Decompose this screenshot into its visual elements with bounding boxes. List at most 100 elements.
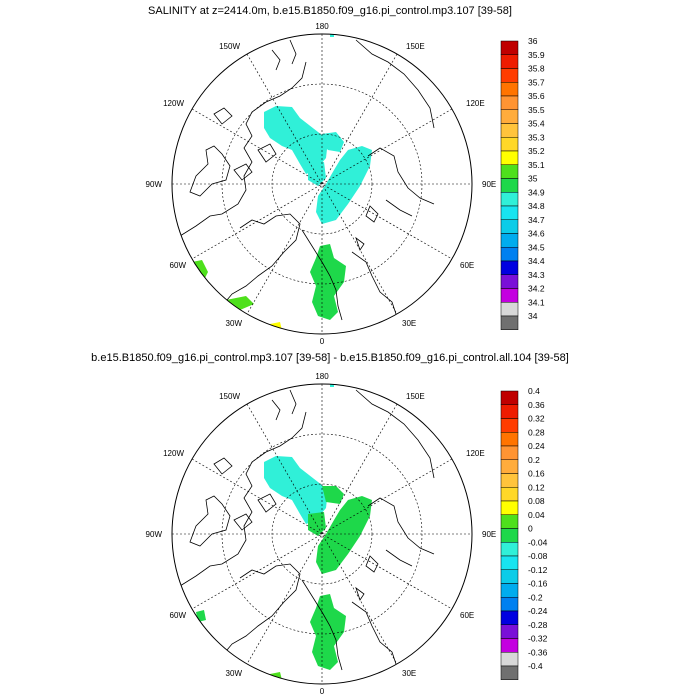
colorbar-label: 0.04 <box>528 510 545 520</box>
colorbar-swatch <box>500 302 519 317</box>
longitude-label: 150E <box>406 42 425 51</box>
coastlines <box>179 39 435 327</box>
longitude-label: 60E <box>460 611 474 620</box>
colorbar-swatch <box>500 192 519 207</box>
colorbar-label: -0.08 <box>528 551 548 561</box>
colorbar-swatch <box>500 487 519 502</box>
longitude-label: 120E <box>466 449 485 458</box>
difference-patches <box>196 384 372 682</box>
colorbar-label: -0.04 <box>528 537 548 547</box>
longitude-label: 90E <box>482 180 496 189</box>
salinity-patches <box>192 34 372 332</box>
longitude-label: 150W <box>219 42 240 51</box>
panel-2-title: b.e15.B1850.f09_g16.pi_control.mp3.107 [… <box>91 352 569 364</box>
colorbar-label: -0.36 <box>528 647 548 657</box>
colorbar-label: 0.16 <box>528 469 545 479</box>
colorbar-swatch <box>500 82 519 97</box>
longitude-label: 30W <box>226 319 243 328</box>
longitude-label: 60W <box>170 611 187 620</box>
graticule <box>172 34 472 334</box>
colorbar-label: 35.8 <box>528 64 545 74</box>
colorbar-swatch <box>500 390 519 405</box>
polar-map-2: 180 150E 120E 90E 60E 30E 0 30W 60W 90W 120W 150W <box>146 372 497 696</box>
map-boundary <box>171 383 473 685</box>
colorbar-label: 34 <box>528 311 538 321</box>
colorbar-label: 0.24 <box>528 441 545 451</box>
colorbar-swatch <box>500 260 519 275</box>
colorbar-label: -0.28 <box>528 620 548 630</box>
colorbar-label: 0.2 <box>528 455 540 465</box>
colorbar-swatch <box>500 137 519 152</box>
map-boundary <box>171 33 473 335</box>
longitude-label: 60W <box>170 261 187 270</box>
colorbar-label: 35.9 <box>528 50 545 60</box>
coastlines <box>179 389 435 677</box>
colorbar-label: 36 <box>528 36 538 46</box>
colorbar-swatch <box>500 569 519 584</box>
colorbar-swatch <box>500 164 519 179</box>
colorbar-label: 0.36 <box>528 400 545 410</box>
longitude-label: 150W <box>219 392 240 401</box>
colorbar-label: 34.9 <box>528 187 545 197</box>
colorbar-label: 0.4 <box>528 386 540 396</box>
colorbar-label: 35.5 <box>528 105 545 115</box>
colorbar-label: -0.12 <box>528 565 548 575</box>
colorbar-swatch <box>500 178 519 193</box>
colorbar-swatch <box>500 445 519 460</box>
colorbar-swatch <box>500 597 519 612</box>
colorbar-swatch <box>500 247 519 262</box>
colorbar-swatch <box>500 555 519 570</box>
longitude-labels-2: 180 150E 120E 90E 60E 30E 0 30W 60W 90W 120W 150W <box>146 372 497 696</box>
colorbar-label: 34.6 <box>528 229 545 239</box>
longitude-label: 90W <box>146 180 163 189</box>
colorbar-label: 0 <box>528 524 533 534</box>
longitude-label: 180 <box>315 22 329 31</box>
longitude-labels-1: 180 150E 120E 90E 60E 30E 0 30W 60W 90W 120W 150W <box>146 22 497 346</box>
colorbar-swatch <box>500 68 519 83</box>
colorbar-label: -0.24 <box>528 606 548 616</box>
colorbar-1: 36 35.9 35.8 35.7 35.6 35.5 35.4 35.3 35.2 35.1 35… <box>500 36 545 330</box>
longitude-label: 0 <box>320 337 325 346</box>
colorbar-swatch <box>500 288 519 303</box>
longitude-label: 30E <box>402 669 416 678</box>
polar-map-1: 180 150E 120E 90E 60E 30E 0 30W 60W 90W 120W 150W <box>146 22 497 346</box>
colorbar-swatch <box>500 473 519 488</box>
colorbar-swatch <box>500 638 519 653</box>
colorbar-label: 35.7 <box>528 77 545 87</box>
colorbar-label: 34.7 <box>528 215 545 225</box>
longitude-label: 120W <box>163 449 184 458</box>
colorbar-swatch <box>500 95 519 110</box>
colorbar-label: -0.2 <box>528 592 543 602</box>
longitude-label: 120E <box>466 99 485 108</box>
colorbar-swatch <box>500 404 519 419</box>
colorbar-label: 35.4 <box>528 119 545 129</box>
colorbar-swatch <box>500 123 519 138</box>
colorbar-swatch <box>500 315 519 330</box>
longitude-label: 90E <box>482 530 496 539</box>
colorbar-swatch <box>500 205 519 220</box>
colorbar-swatch <box>500 528 519 543</box>
colorbar-label: -0.4 <box>528 661 543 671</box>
colorbar-label: 35.3 <box>528 132 545 142</box>
colorbar-label: 35 <box>528 174 538 184</box>
colorbar-swatch <box>500 624 519 639</box>
colorbar-label: 35.1 <box>528 160 545 170</box>
colorbar-swatch <box>500 514 519 529</box>
colorbar-swatch <box>500 233 519 248</box>
colorbar-label: 0.28 <box>528 427 545 437</box>
colorbar-swatch <box>500 418 519 433</box>
colorbar-label: 34.1 <box>528 297 545 307</box>
colorbar-label: 34.4 <box>528 256 545 266</box>
colorbar-swatch <box>500 665 519 680</box>
colorbar-swatch <box>500 219 519 234</box>
longitude-label: 90W <box>146 530 163 539</box>
longitude-label: 0 <box>320 687 325 696</box>
colorbar-label: -0.32 <box>528 634 548 644</box>
colorbar-label: 35.2 <box>528 146 545 156</box>
colorbar-label: -0.16 <box>528 579 548 589</box>
colorbar-label: 34.5 <box>528 242 545 252</box>
colorbar-label: 0.08 <box>528 496 545 506</box>
longitude-label: 30E <box>402 319 416 328</box>
longitude-label: 30W <box>226 669 243 678</box>
